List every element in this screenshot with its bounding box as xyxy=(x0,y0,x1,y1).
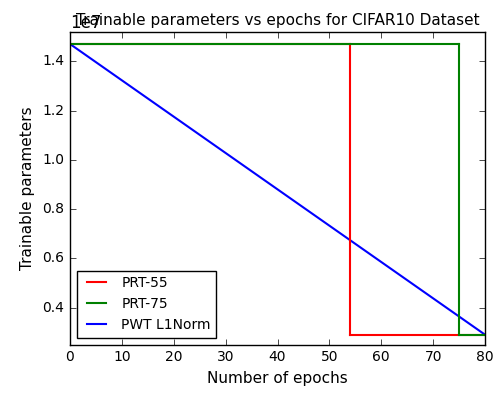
PWT L1Norm xyxy=(314,215,320,219)
PWT L1Norm xyxy=(482,332,488,337)
PRT-55 xyxy=(347,42,353,46)
PWT L1Norm xyxy=(472,325,478,330)
PWT L1Norm xyxy=(67,42,73,46)
PRT-55 xyxy=(67,42,73,46)
Legend: PRT-55, PRT-75, PWT L1Norm: PRT-55, PRT-75, PWT L1Norm xyxy=(77,270,216,337)
Y-axis label: Trainable parameters: Trainable parameters xyxy=(20,106,36,270)
PWT L1Norm xyxy=(407,280,413,285)
PWT L1Norm xyxy=(266,181,272,186)
PWT L1Norm xyxy=(264,180,270,185)
PWT L1Norm xyxy=(292,199,298,204)
X-axis label: Number of epochs: Number of epochs xyxy=(207,371,348,386)
Title: Trainable parameters vs epochs for CIFAR10 Dataset: Trainable parameters vs epochs for CIFAR… xyxy=(76,13,479,28)
Line: PWT L1Norm: PWT L1Norm xyxy=(70,44,485,335)
